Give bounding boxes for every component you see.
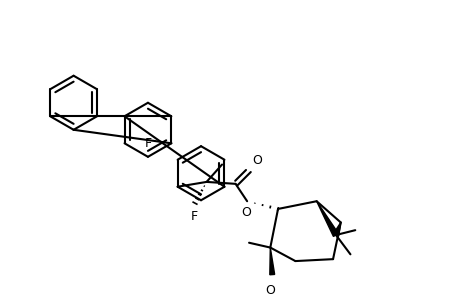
Text: O: O [241, 206, 251, 219]
Polygon shape [316, 201, 338, 236]
Text: O: O [265, 284, 274, 297]
Polygon shape [332, 223, 340, 236]
Text: F: F [190, 210, 197, 223]
Text: F: F [144, 137, 151, 150]
Text: O: O [252, 154, 261, 167]
Polygon shape [269, 248, 274, 275]
